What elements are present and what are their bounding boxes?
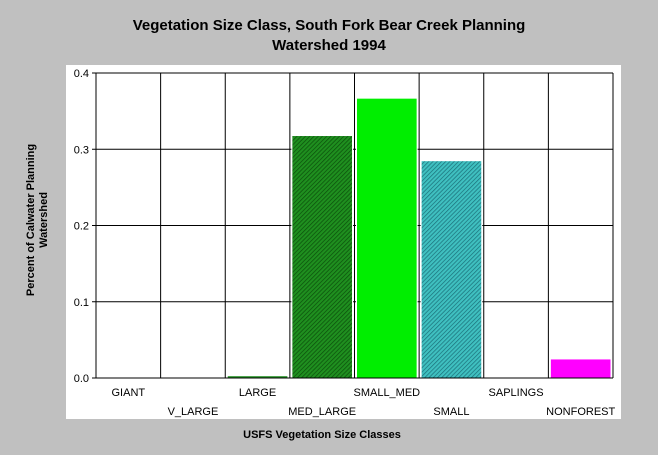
y-axis-title-line-2: Watershed (38, 192, 50, 248)
x-category-label: GIANT (112, 387, 146, 399)
y-tick-label: 0.4 (74, 68, 89, 80)
x-category-label: NONFOREST (546, 406, 615, 418)
bar-small-med (356, 97, 418, 379)
y-axis-title-line-1: Percent of Calwater Planning (25, 144, 37, 296)
y-tick-labels: 0.0 0.1 0.2 0.3 0.4 (74, 68, 89, 385)
grid-lines (92, 72, 614, 379)
y-tick-label: 0.1 (74, 297, 89, 309)
bar-nonforest (549, 358, 612, 379)
x-category-label: LARGE (239, 387, 276, 399)
x-category-label: SAPLINGS (489, 387, 544, 399)
y-tick-label: 0.2 (74, 221, 89, 233)
x-category-label: SMALL_MED (353, 387, 420, 399)
y-tick-label: 0.0 (74, 373, 89, 385)
chart-title-line-1: Vegetation Size Class, South Fork Bear C… (133, 17, 526, 34)
y-tick-label: 0.3 (74, 144, 89, 156)
x-category-label: V_LARGE (168, 406, 219, 418)
bar-med-large (291, 135, 353, 379)
chart-title-line-2: Watershed 1994 (272, 37, 386, 54)
x-category-label: SMALL (433, 406, 469, 418)
bar-small (420, 160, 483, 379)
x-axis-title: USFS Vegetation Size Classes (243, 429, 401, 441)
x-category-labels: GIANT V_LARGE LARGE MED_LARGE SMALL_MED SMALL… (112, 387, 616, 418)
bars (226, 97, 612, 379)
x-category-label: MED_LARGE (288, 406, 356, 418)
